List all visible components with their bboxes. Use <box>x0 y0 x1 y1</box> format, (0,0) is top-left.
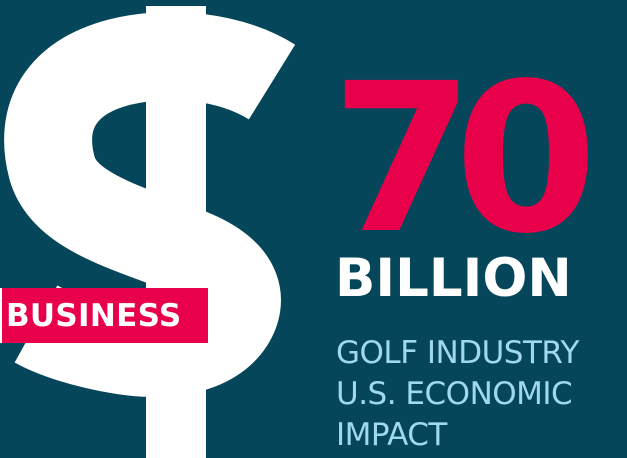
category-badge <box>0 288 208 343</box>
stat-description-line: IMPACT <box>336 417 447 453</box>
stat-number: 70 <box>331 39 598 279</box>
stat-description-line: GOLF INDUSTRY <box>336 335 579 371</box>
stat-description-line: U.S. ECONOMIC <box>336 376 573 412</box>
category-badge-label: BUSINESS <box>6 298 182 334</box>
stat-unit: BILLION <box>335 248 572 309</box>
